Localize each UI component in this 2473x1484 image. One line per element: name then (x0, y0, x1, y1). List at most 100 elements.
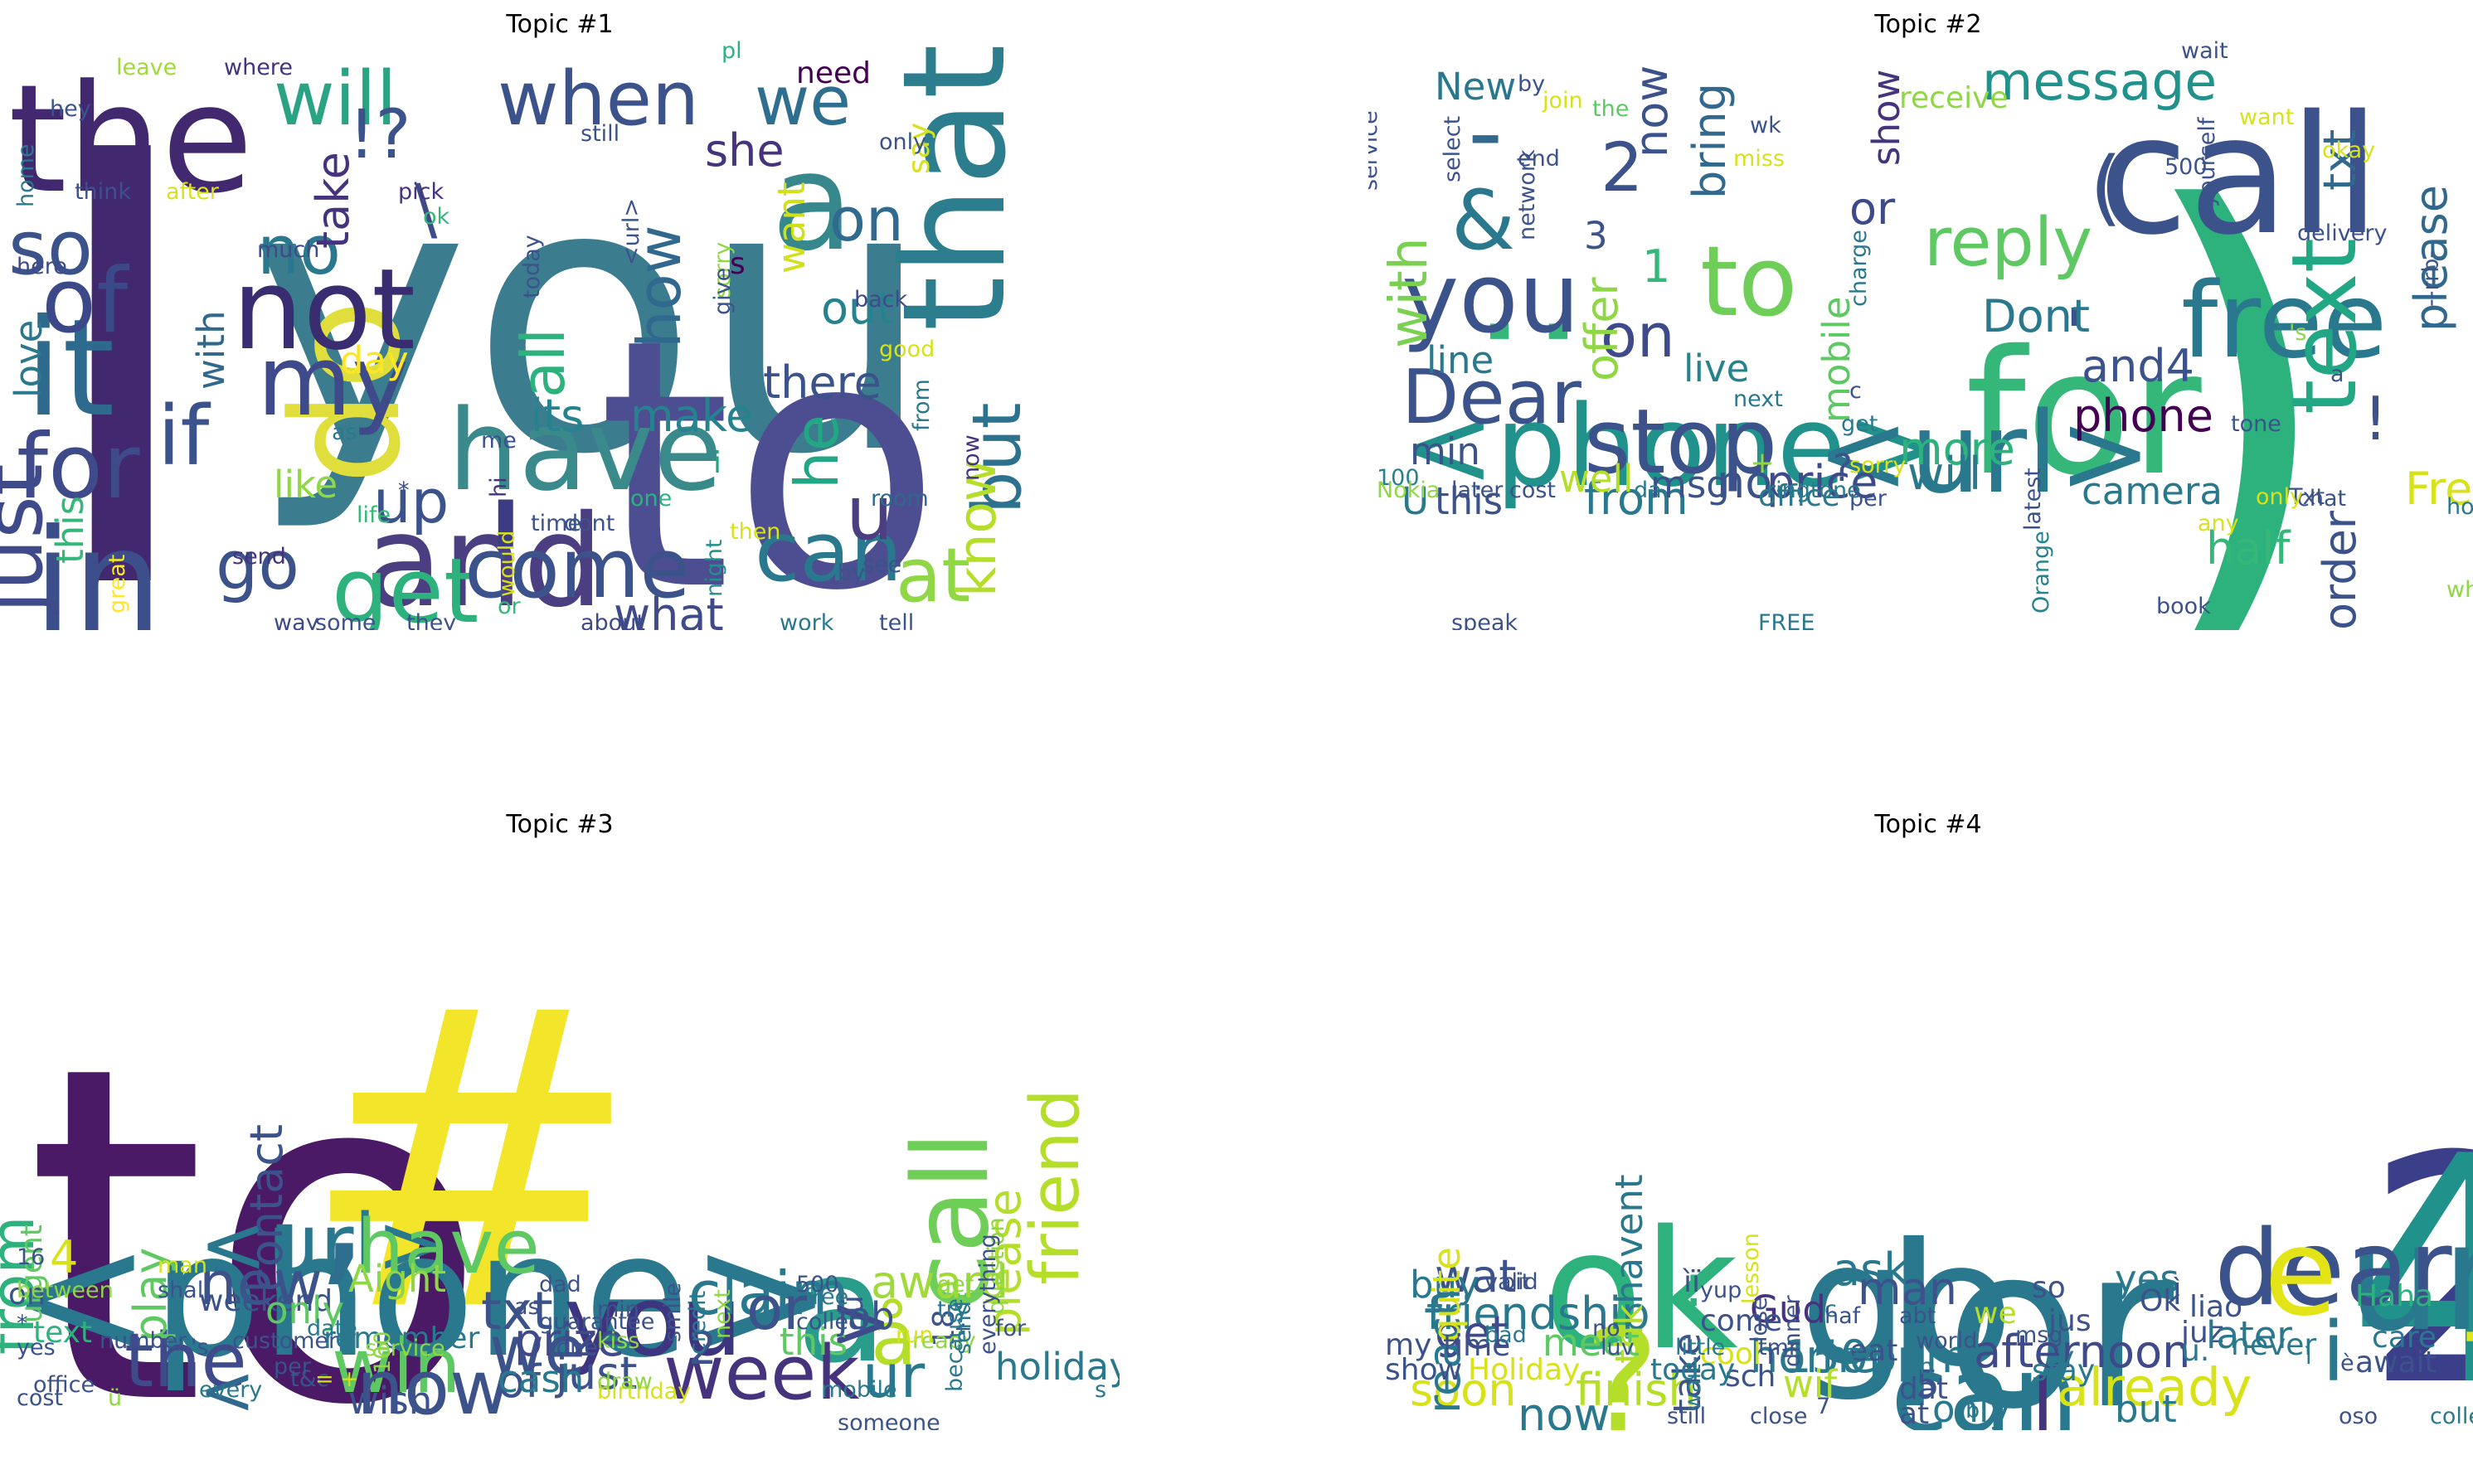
word-msg: msg (2015, 1322, 2063, 1348)
word-so: so (8, 205, 93, 292)
word-friend: friend (1017, 1089, 1095, 1285)
word-collection: collection (2430, 1404, 2473, 1429)
word-today: today (519, 235, 545, 298)
word-show: show (1385, 1353, 1462, 1387)
word-new: new (199, 1249, 323, 1318)
word-live: live (1683, 347, 1749, 390)
word-next: next (710, 1289, 736, 1339)
word-i: I (33, 27, 209, 630)
word-shall: shall (158, 1278, 210, 1303)
word-customer: customer (232, 1328, 338, 1354)
word-smile: smile (660, 1283, 686, 1342)
word-all: all (508, 328, 578, 398)
word-room: room (871, 486, 929, 512)
word-2: 2 (2364, 1090, 2473, 1430)
word-sym95: ì (2305, 1344, 2312, 1370)
word-order: order (2314, 510, 2366, 630)
word-100: 100 (1377, 465, 1420, 491)
word-leave: leave (116, 55, 177, 80)
word-stop: stop (1584, 390, 1777, 494)
word-that: that (872, 44, 1037, 332)
word-sch: sch (1725, 1360, 1776, 1394)
word-at: at (1899, 1397, 1929, 1430)
word-just: just (555, 1347, 638, 1399)
word-they: they (406, 610, 456, 630)
word-sym45: !? (348, 96, 411, 174)
word-would: would (494, 531, 520, 597)
word-sym21: < (199, 1352, 255, 1430)
word-yourself: yourself (2194, 116, 2220, 207)
word-sym14: : (1683, 1250, 1703, 1320)
word-later: later (1451, 478, 1504, 503)
word-take: take (307, 152, 359, 249)
word-sym3: , (315, 1105, 370, 1305)
panel-title-1: Topic #1 (506, 10, 614, 39)
word-no: no (1592, 1316, 1620, 1341)
word-mobile: mobile (1815, 296, 1858, 423)
word-for: for (995, 1316, 1027, 1341)
word-will: will (274, 56, 397, 143)
word-juz: juz (2180, 1316, 2224, 1350)
word-select: select (1440, 116, 1465, 182)
word-await: await (2355, 1346, 2437, 1380)
word-have: have (357, 1204, 540, 1291)
word-u: U (1402, 479, 1429, 523)
word-min: min (1410, 429, 1480, 473)
word-eat: eat (1849, 1334, 1897, 1368)
word-time: time (531, 511, 581, 536)
word-because: because (942, 1298, 968, 1392)
word-delivery: delivery (2297, 221, 2387, 246)
word-this: this (1435, 479, 1503, 523)
word-da: da (1634, 478, 1662, 503)
word-speak: speak (1451, 610, 1518, 630)
word-network: network (1514, 149, 1540, 240)
word-e: e (2264, 1203, 2338, 1342)
word-close: close (1750, 1404, 1808, 1429)
word-bring: bring (1683, 83, 1736, 199)
word-the: the (8, 53, 253, 226)
word-this: this (780, 1320, 848, 1364)
word-sorry: sorry (1849, 453, 1906, 478)
word-18: 18 (927, 1309, 961, 1347)
word-cost: cost (17, 1385, 63, 1411)
word-me: me (481, 428, 517, 453)
word-he: he (782, 415, 852, 489)
word-nokia: Nokia (1377, 478, 1440, 503)
word-kiss: kiss (597, 1328, 639, 1354)
word-sym94: * (398, 478, 410, 503)
word-lesson: lesson (1738, 1233, 1764, 1304)
word-sym19: ! (929, 1286, 981, 1304)
word-free: Free (2405, 463, 2473, 515)
word-tell: tell (879, 610, 914, 630)
word-please: please (979, 1189, 1031, 1336)
word-dont: Dont (1982, 290, 2090, 342)
word-work: work (780, 610, 834, 630)
word-finish: finish (1576, 1364, 1697, 1416)
word-i: i (2322, 1305, 2345, 1400)
word-s: 's (2289, 320, 2307, 346)
word-price: price (1766, 456, 1878, 508)
word-or: or (746, 1273, 808, 1343)
word-mobile: mobile (821, 1377, 897, 1403)
word-only: only (2256, 484, 2303, 510)
word-sym6: - (1468, 75, 1503, 189)
word-go: go (1800, 1205, 2014, 1404)
word-later: later (2206, 1313, 2292, 1357)
word-where: where (224, 55, 293, 80)
word-sym76: + (1750, 446, 1775, 480)
word-home: home (13, 143, 39, 207)
word-half: half (2206, 522, 2291, 575)
word-my: my (1385, 1328, 1431, 1362)
word-sym49: ( (2090, 140, 2122, 235)
word-miss: miss (1733, 146, 1785, 172)
word-haha: Haha (2355, 1279, 2433, 1313)
word-say: say (902, 123, 936, 174)
wordcloud-4: u24 lor nokgo urthen? dear can ei: I _alreadyaft… (1368, 910, 2473, 1430)
word-sym20: > (829, 1279, 892, 1366)
word-luv: luv (1601, 1335, 1635, 1360)
word-join: join (1542, 88, 1583, 114)
word-t-c: t&c (290, 1366, 329, 1392)
word-to: to (1700, 225, 1797, 338)
